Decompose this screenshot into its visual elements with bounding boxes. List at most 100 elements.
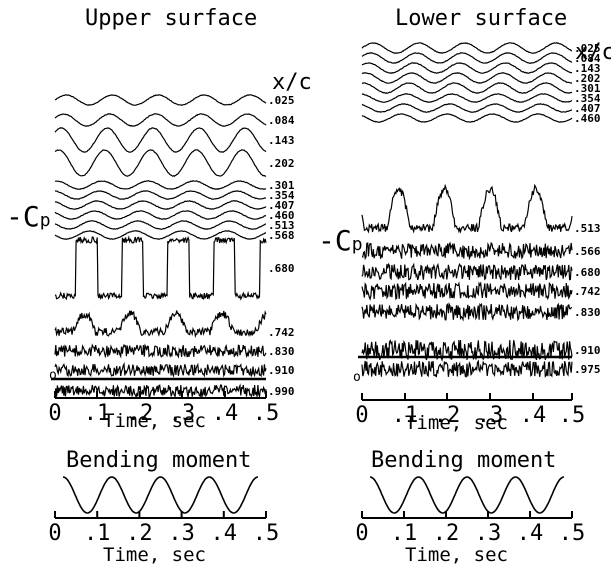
bend-right-x-tick-label-2: .2 xyxy=(433,521,460,546)
bend-left-x-tick-label-4: .4 xyxy=(211,521,238,546)
lower-trace-13 xyxy=(361,339,573,363)
upper-station-label-1: .084 xyxy=(268,114,295,127)
bend-left-x-tick-label-0: 0 xyxy=(48,521,61,546)
lower-x-tick-label-3: .3 xyxy=(477,403,504,428)
lower-station-label-10: .680 xyxy=(574,266,601,279)
lower-trace-10 xyxy=(361,262,573,281)
upper-x-tick-label-1: .1 xyxy=(84,401,111,426)
lower-station-label-0: .025 xyxy=(574,42,601,55)
lower-trace-9 xyxy=(361,241,573,261)
lower-station-label-1: .084 xyxy=(574,52,601,65)
upper-trace-0 xyxy=(55,94,267,106)
upper-cp-main: -C xyxy=(6,200,40,233)
upper-time-label: Time, sec xyxy=(103,410,206,432)
lower-trace-11 xyxy=(361,281,573,301)
upper-trace-2 xyxy=(54,127,267,153)
upper-trace-13 xyxy=(54,361,267,378)
lower-x-tick-label-0: 0 xyxy=(355,403,368,428)
upper-station-label-9: .568 xyxy=(268,229,295,242)
upper-trace-14 xyxy=(54,383,267,400)
bend-right-x-tick-label-0: 0 xyxy=(355,521,368,546)
lower-station-label-14: .975 xyxy=(574,363,601,376)
bend-right-x-tick-label-4: .4 xyxy=(517,521,544,546)
upper-trace-1 xyxy=(54,112,267,127)
bend-left-trace xyxy=(62,476,259,514)
lower-x-tick-label-1: .1 xyxy=(392,403,419,428)
lower-station-label-3: .202 xyxy=(574,72,601,85)
lower-station-label-9: .566 xyxy=(574,245,601,258)
lower-trace-4 xyxy=(361,82,573,94)
lower-cp-label: -Cp xyxy=(318,224,363,257)
lower-station-label-11: .742 xyxy=(574,285,601,298)
upper-x-tick-label-0: 0 xyxy=(48,401,61,426)
lower-station-label-4: .301 xyxy=(574,82,601,95)
upper-station-label-7: .460 xyxy=(268,209,295,222)
lower-trace-5 xyxy=(361,92,573,103)
lower-trace-2 xyxy=(361,62,573,74)
lower-trace-14 xyxy=(361,359,573,378)
upper-station-label-8: .513 xyxy=(268,219,295,232)
upper-station-label-5: .354 xyxy=(268,189,295,202)
lower-zero-label: o xyxy=(353,370,361,385)
lower-time-label: Time, sec xyxy=(405,412,508,434)
upper-x-tick-label-4: .4 xyxy=(212,401,239,426)
bend-left-x-tick-label-2: .2 xyxy=(126,521,153,546)
upper-trace-3 xyxy=(54,149,267,177)
upper-x-tick-label-5: .5 xyxy=(253,401,280,426)
bend-right-time-label: Time, sec xyxy=(405,544,508,566)
lower-station-label-8: .513 xyxy=(574,222,601,235)
lower-cp-sub: p xyxy=(351,234,363,255)
upper-trace-4 xyxy=(54,180,267,190)
lower-station-label-13: .910 xyxy=(574,344,601,357)
bend-right-trace xyxy=(369,476,565,514)
bend-left-x-tick-label-5: .5 xyxy=(253,521,280,546)
bend-right-x-tick-label-5: .5 xyxy=(559,521,586,546)
lower-surface-title: Lower surface xyxy=(395,6,568,31)
upper-trace-10 xyxy=(54,235,267,301)
lower-station-label-5: .354 xyxy=(574,92,601,105)
upper-station-label-13: .910 xyxy=(268,364,295,377)
upper-trace-11 xyxy=(54,309,267,339)
bending-moment-right-title: Bending moment xyxy=(371,448,557,473)
upper-zero-label: o xyxy=(49,368,57,383)
lower-trace-3 xyxy=(361,72,573,84)
bend-left-x-tick-label-3: .3 xyxy=(168,521,195,546)
lower-station-label-2: .143 xyxy=(574,62,601,75)
upper-x-tick-label-3: .3 xyxy=(169,401,196,426)
upper-station-label-10: .680 xyxy=(268,262,295,275)
upper-trace-9 xyxy=(54,230,266,240)
upper-trace-6 xyxy=(54,199,267,210)
lower-station-label-7: .460 xyxy=(574,112,601,125)
upper-station-label-4: .301 xyxy=(268,179,295,192)
lower-trace-0 xyxy=(361,42,573,54)
lower-xc-header: x/c xyxy=(575,40,611,65)
upper-station-label-3: .202 xyxy=(268,157,295,170)
lower-x-tick-label-2: .2 xyxy=(434,403,461,428)
upper-cp-label: -Cp xyxy=(6,200,51,233)
lower-trace-6 xyxy=(361,102,573,113)
upper-trace-12 xyxy=(54,343,267,359)
upper-trace-8 xyxy=(54,220,266,230)
lower-trace-12 xyxy=(361,301,573,322)
lower-trace-7 xyxy=(361,113,573,123)
upper-trace-7 xyxy=(54,210,267,220)
bend-left-x-tick-label-1: .1 xyxy=(84,521,111,546)
bend-left-time-label: Time, sec xyxy=(103,544,206,566)
upper-station-label-6: .407 xyxy=(268,199,295,212)
upper-xc-header: x/c xyxy=(272,70,312,95)
bend-right-x-tick-label-3: .3 xyxy=(475,521,502,546)
lower-station-label-12: .830 xyxy=(574,306,601,319)
upper-station-label-11: .742 xyxy=(268,326,295,339)
lower-trace-8 xyxy=(361,183,573,234)
upper-cp-sub: p xyxy=(39,210,51,231)
upper-x-tick-label-2: .2 xyxy=(127,401,154,426)
lower-cp-main: -C xyxy=(318,224,352,257)
upper-station-label-0: .025 xyxy=(268,94,295,107)
bending-moment-left-title: Bending moment xyxy=(66,448,252,473)
upper-station-label-12: .830 xyxy=(268,345,295,358)
upper-surface-title: Upper surface xyxy=(85,6,258,31)
upper-station-label-14: .990 xyxy=(268,385,295,398)
lower-station-label-6: .407 xyxy=(574,102,601,115)
lower-x-tick-label-4: .4 xyxy=(520,403,547,428)
